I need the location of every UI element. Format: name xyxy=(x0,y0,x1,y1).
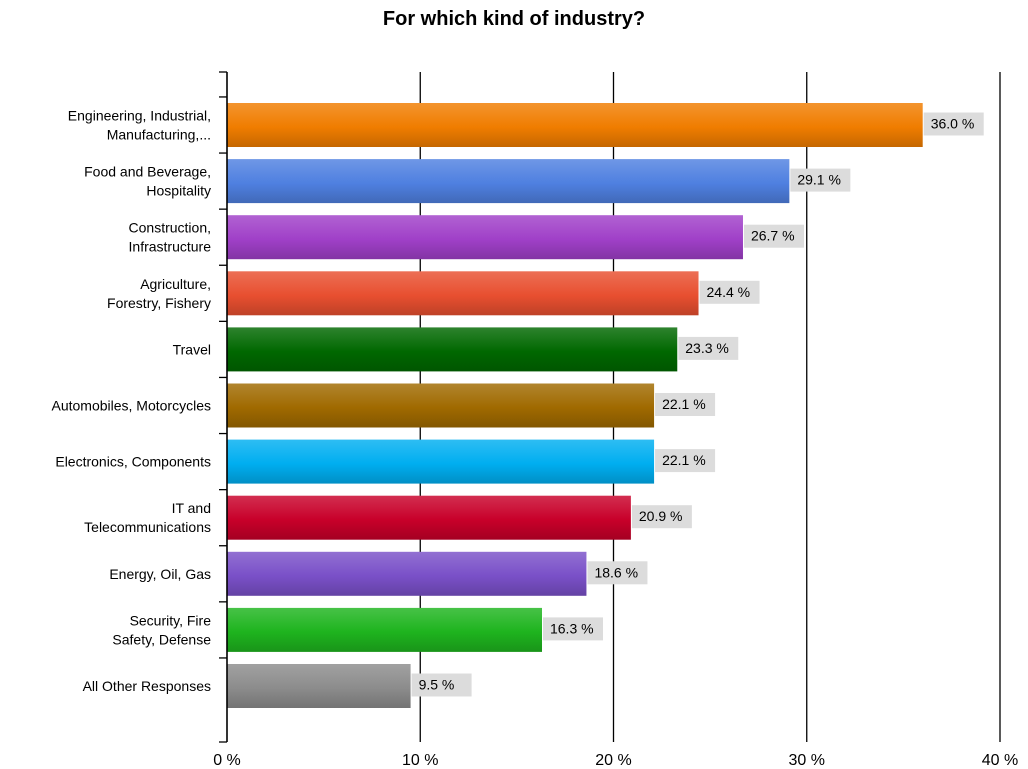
data-label-background xyxy=(655,393,716,416)
category-label: All Other Responses xyxy=(83,678,211,694)
data-label-background xyxy=(655,449,716,473)
data-label: 18.6 % xyxy=(594,564,638,580)
x-tick-label: 20 % xyxy=(595,752,631,769)
category-label: Construction, Infrastructure xyxy=(129,220,212,255)
data-label: 16.3 % xyxy=(550,620,594,636)
data-label: 20.9 % xyxy=(639,508,683,524)
bar xyxy=(227,383,655,428)
data-label: 24.4 % xyxy=(707,284,751,300)
bar xyxy=(227,271,699,316)
data-label: 9.5 % xyxy=(419,677,455,693)
data-label-background xyxy=(678,336,739,360)
category-label: Travel xyxy=(173,341,211,357)
bar xyxy=(227,664,411,708)
data-label: 26.7 % xyxy=(751,228,795,244)
category-label: Food and Beverage, Hospitality xyxy=(84,164,211,199)
data-label-background xyxy=(790,168,851,192)
category-label: IT and Telecommunications xyxy=(84,500,211,535)
bar xyxy=(227,159,790,204)
category-label: Energy, Oil, Gas xyxy=(109,566,211,582)
data-label-background xyxy=(587,561,648,585)
category-label: Agriculture, Forestry, Fishery xyxy=(107,276,211,311)
chart-title: For which kind of industry? xyxy=(382,8,646,30)
category-label: Security, Fire Safety, Defense xyxy=(112,612,211,647)
bar xyxy=(227,439,655,484)
bar xyxy=(227,607,542,652)
bar xyxy=(227,495,631,540)
data-label: 22.1 % xyxy=(662,396,706,412)
data-label: 29.1 % xyxy=(797,172,841,188)
bar xyxy=(227,551,587,596)
data-label-background xyxy=(631,505,692,529)
category-label: Electronics, Components xyxy=(55,454,211,470)
category-label: Automobiles, Motorcycles xyxy=(51,398,211,414)
category-label: Engineering, Industrial, Manufacturing,..… xyxy=(68,108,211,143)
x-tick-label: 0 % xyxy=(213,752,241,769)
data-label-background xyxy=(699,280,760,304)
x-tick-label: 10 % xyxy=(402,752,438,769)
data-label: 22.1 % xyxy=(662,452,706,468)
x-tick-label: 40 % xyxy=(982,752,1018,769)
data-label-background xyxy=(411,673,472,697)
data-label-background xyxy=(743,224,804,248)
data-label: 36.0 % xyxy=(931,116,975,132)
data-label: 23.3 % xyxy=(685,340,729,356)
bar xyxy=(227,103,923,147)
x-tick-label: 30 % xyxy=(789,752,825,769)
data-label-background xyxy=(923,112,984,136)
bar xyxy=(227,215,743,260)
data-label-background xyxy=(542,617,603,641)
bar xyxy=(227,327,678,372)
